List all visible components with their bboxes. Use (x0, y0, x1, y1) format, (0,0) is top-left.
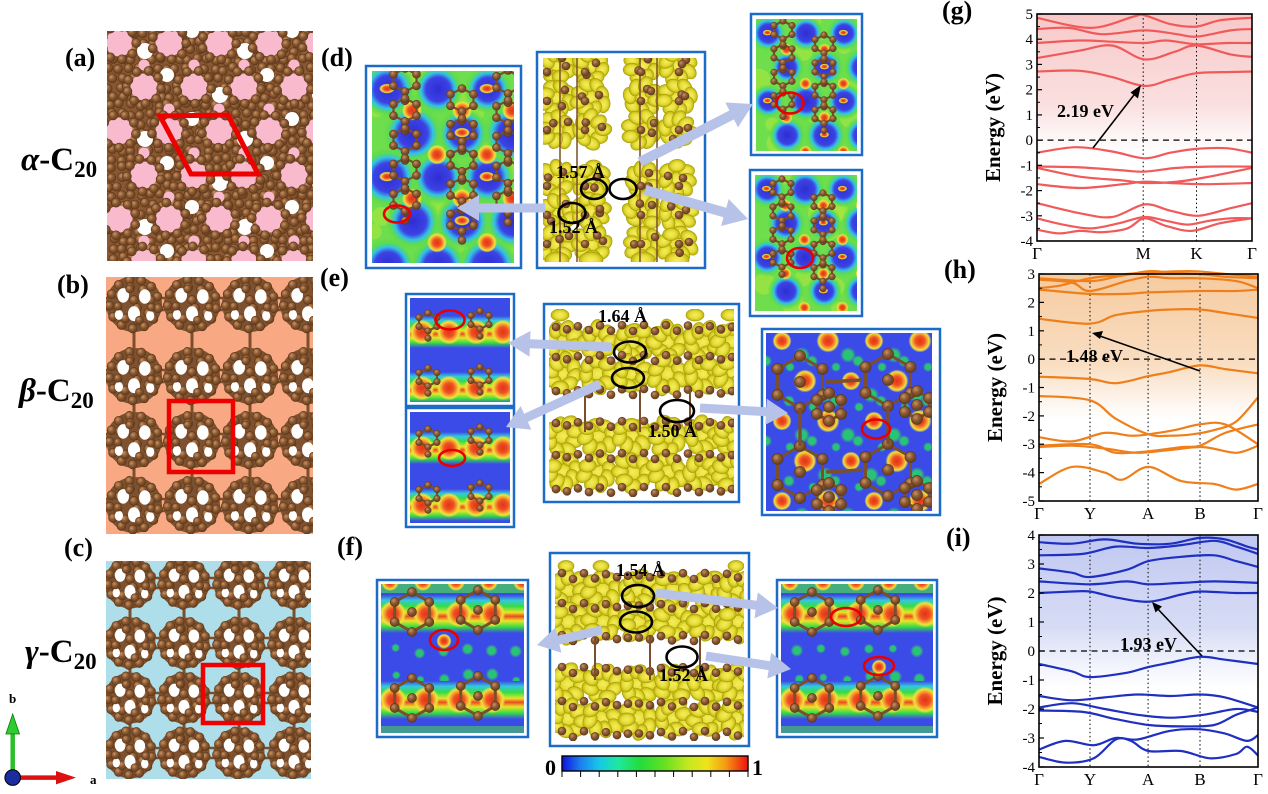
svg-text:1: 1 (1028, 324, 1036, 340)
svg-text:1.57 Å: 1.57 Å (556, 162, 605, 182)
svg-text:(c): (c) (64, 533, 93, 562)
svg-text:Γ: Γ (1253, 770, 1263, 789)
svg-text:1.52 Å: 1.52 Å (659, 665, 708, 685)
svg-text:-3: -3 (1023, 437, 1036, 453)
svg-text:1.93 eV: 1.93 eV (1120, 634, 1177, 654)
svg-text:3: 3 (1026, 57, 1034, 73)
svg-text:-4: -4 (1023, 466, 1036, 482)
svg-text:Γ: Γ (1253, 504, 1263, 523)
svg-text:-1: -1 (1023, 381, 1036, 397)
svg-text:0: 0 (1026, 133, 1034, 149)
svg-text:M: M (1136, 244, 1151, 263)
svg-text:5: 5 (1026, 7, 1034, 23)
svg-text:Energy (eV): Energy (eV) (983, 333, 1007, 442)
svg-text:Γ: Γ (1034, 504, 1044, 523)
svg-text:Energy (eV): Energy (eV) (981, 73, 1005, 182)
svg-text:(g): (g) (942, 0, 972, 25)
svg-text:0: 0 (545, 755, 556, 780)
svg-text:-2: -2 (1021, 184, 1034, 200)
svg-text:2: 2 (1026, 83, 1034, 99)
svg-text:(f): (f) (337, 532, 363, 561)
svg-text:0: 0 (1028, 644, 1036, 660)
svg-text:3: 3 (1028, 557, 1036, 573)
svg-text:b: b (9, 691, 16, 706)
svg-text:a: a (90, 772, 97, 787)
svg-text:-4: -4 (1021, 234, 1034, 250)
svg-text:(h): (h) (944, 255, 976, 284)
svg-text:1.50 Å: 1.50 Å (648, 421, 697, 441)
svg-text:Γ: Γ (1247, 244, 1257, 263)
svg-text:Y: Y (1084, 504, 1096, 523)
svg-text:(b): (b) (57, 270, 89, 299)
svg-text:1: 1 (1028, 615, 1036, 631)
svg-text:γ-C20: γ-C20 (25, 634, 97, 674)
svg-text:β-C20: β-C20 (17, 373, 94, 413)
svg-text:B: B (1194, 504, 1205, 523)
svg-text:-3: -3 (1023, 731, 1036, 747)
svg-text:2: 2 (1028, 586, 1036, 602)
svg-text:2.19 eV: 2.19 eV (1057, 101, 1114, 121)
svg-text:4: 4 (1028, 528, 1036, 544)
svg-text:(d): (d) (321, 43, 353, 72)
svg-text:B: B (1194, 770, 1205, 789)
svg-text:Y: Y (1084, 770, 1096, 789)
svg-text:1.48 eV: 1.48 eV (1066, 346, 1123, 366)
svg-text:3: 3 (1028, 267, 1036, 283)
svg-text:α-C20: α-C20 (21, 142, 97, 182)
svg-text:1: 1 (752, 755, 763, 780)
svg-text:(a): (a) (65, 43, 95, 72)
svg-text:-5: -5 (1023, 494, 1036, 510)
svg-text:-2: -2 (1023, 702, 1036, 718)
svg-text:A: A (1142, 504, 1155, 523)
svg-text:-4: -4 (1023, 760, 1036, 776)
svg-text:K: K (1190, 244, 1203, 263)
svg-text:-1: -1 (1021, 158, 1034, 174)
svg-text:1.52 Å: 1.52 Å (549, 217, 598, 237)
svg-text:Γ: Γ (1032, 244, 1042, 263)
svg-text:Γ: Γ (1034, 770, 1044, 789)
svg-text:0: 0 (1028, 352, 1036, 368)
svg-text:-1: -1 (1023, 673, 1036, 689)
svg-text:1.64 Å: 1.64 Å (598, 306, 647, 326)
svg-text:A: A (1142, 770, 1155, 789)
svg-text:2: 2 (1028, 295, 1036, 311)
svg-text:(e): (e) (320, 263, 349, 292)
svg-text:4: 4 (1026, 32, 1034, 48)
svg-text:-3: -3 (1021, 209, 1034, 225)
svg-text:1.54 Å: 1.54 Å (616, 560, 665, 580)
svg-text:(i): (i) (946, 523, 971, 552)
svg-text:-2: -2 (1023, 409, 1036, 425)
svg-text:1: 1 (1026, 108, 1034, 124)
svg-text:Energy (eV): Energy (eV) (983, 596, 1007, 705)
